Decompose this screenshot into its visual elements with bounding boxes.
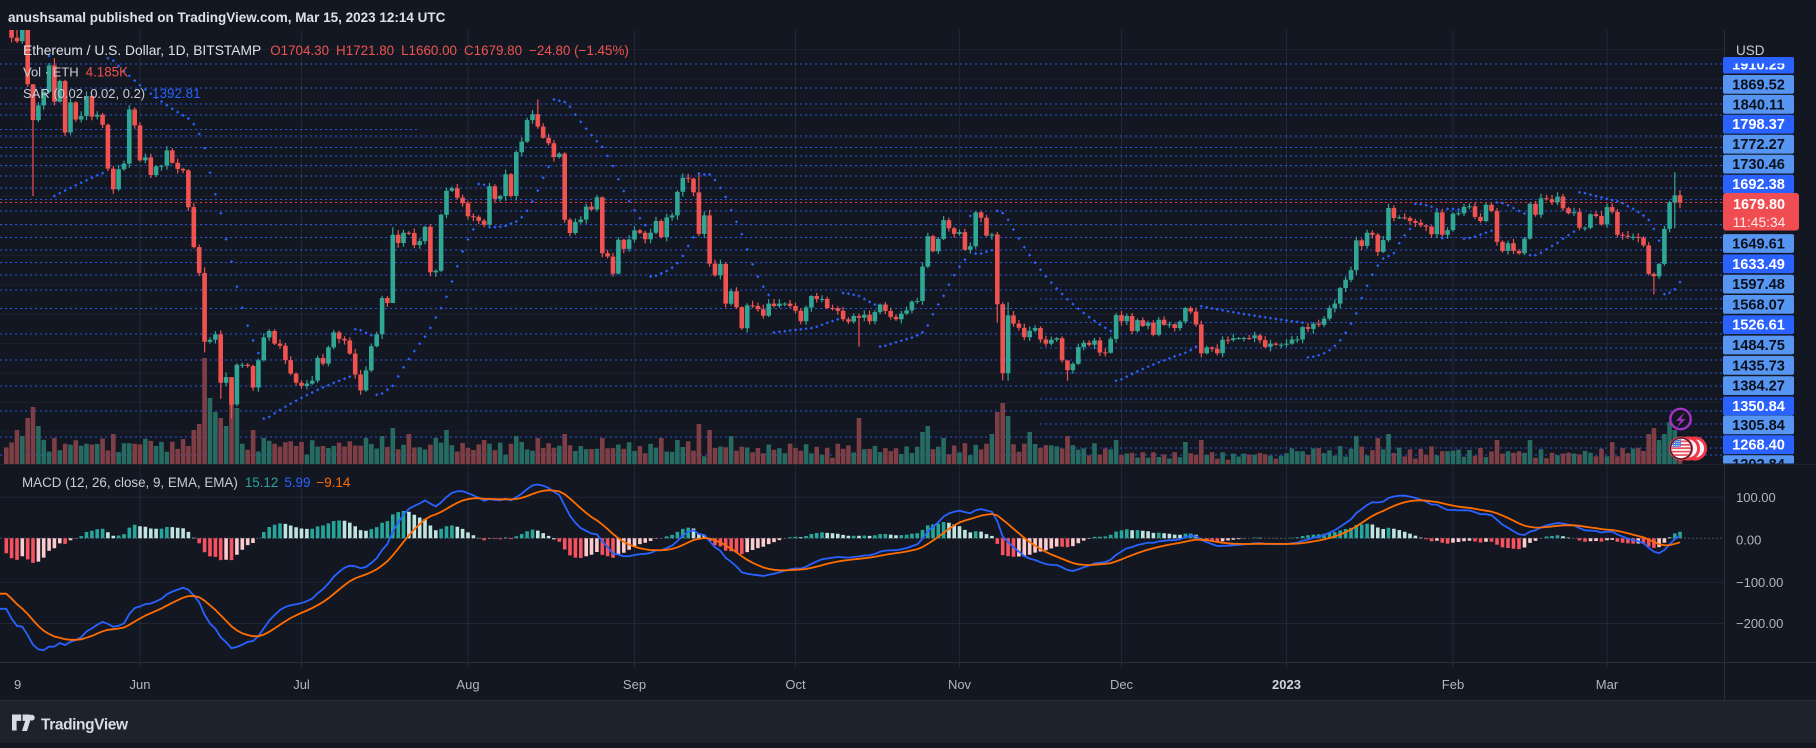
svg-text:1526.61: 1526.61 — [1732, 318, 1785, 334]
svg-text:Aug: Aug — [456, 677, 479, 692]
svg-text:−100.00: −100.00 — [1736, 575, 1783, 590]
svg-text:Feb: Feb — [1442, 677, 1464, 692]
svg-text:9: 9 — [14, 677, 21, 692]
svg-text:1869.52: 1869.52 — [1732, 77, 1785, 93]
svg-text:1268.40: 1268.40 — [1732, 438, 1785, 454]
svg-text:Nov: Nov — [948, 677, 972, 692]
svg-text:1730.46: 1730.46 — [1732, 157, 1785, 173]
svg-text:1350.84: 1350.84 — [1732, 399, 1786, 415]
svg-text:MACD (12, 26, close, 9, EMA, E: MACD (12, 26, close, 9, EMA, EMA) 15.12 5.… — [22, 475, 351, 490]
svg-text:Dec: Dec — [1110, 677, 1134, 692]
svg-text:1910.25: 1910.25 — [1732, 58, 1785, 74]
svg-text:1568.07: 1568.07 — [1732, 297, 1785, 313]
svg-text:anushsamal published on Tradin: anushsamal published on TradingView.com,… — [8, 10, 446, 25]
svg-text:1597.48: 1597.48 — [1732, 277, 1785, 293]
svg-text:1484.75: 1484.75 — [1732, 338, 1785, 354]
svg-text:1633.49: 1633.49 — [1732, 257, 1785, 273]
svg-text:TradingView: TradingView — [41, 717, 129, 734]
svg-text:−200.00: −200.00 — [1736, 616, 1783, 631]
svg-text:Ethereum / U.S. Dollar, 1D, BI: Ethereum / U.S. Dollar, 1D, BITSTAMP O170… — [23, 43, 629, 58]
svg-text:1798.37: 1798.37 — [1732, 117, 1785, 133]
svg-text:SAR (0.02, 0.02, 0.2)1392.81: SAR (0.02, 0.02, 0.2) 1392.81 — [23, 86, 201, 101]
svg-text:1692.38: 1692.38 — [1732, 177, 1785, 193]
svg-text:1305.84: 1305.84 — [1732, 418, 1786, 434]
svg-text:1435.73: 1435.73 — [1732, 358, 1785, 374]
svg-text:USD: USD — [1736, 43, 1765, 58]
svg-text:100.00: 100.00 — [1736, 490, 1776, 505]
svg-text:Oct: Oct — [785, 677, 806, 692]
svg-text:1202.84: 1202.84 — [1732, 457, 1786, 473]
svg-text:Jul: Jul — [293, 677, 310, 692]
svg-text:1840.11: 1840.11 — [1733, 97, 1785, 113]
svg-text:1679.80: 1679.80 — [1733, 197, 1785, 213]
svg-text:1772.27: 1772.27 — [1732, 137, 1785, 153]
svg-text:2023: 2023 — [1272, 677, 1301, 692]
svg-text:Jun: Jun — [130, 677, 151, 692]
svg-text:1384.27: 1384.27 — [1732, 379, 1785, 395]
svg-text:Mar: Mar — [1596, 677, 1619, 692]
svg-text:0.00: 0.00 — [1736, 532, 1761, 547]
svg-text:11:45:34: 11:45:34 — [1733, 215, 1786, 230]
svg-text:Sep: Sep — [623, 677, 646, 692]
svg-text:1649.61: 1649.61 — [1732, 237, 1785, 253]
